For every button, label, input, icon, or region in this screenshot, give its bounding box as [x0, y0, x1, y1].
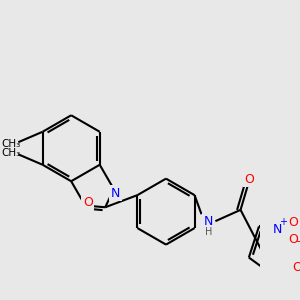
Text: O: O — [244, 173, 254, 186]
Text: CH₃: CH₃ — [2, 139, 21, 149]
Text: H: H — [205, 226, 212, 237]
Text: CH₃: CH₃ — [2, 148, 21, 158]
Text: O: O — [289, 216, 298, 229]
Text: N: N — [272, 223, 282, 236]
Text: N: N — [111, 187, 120, 200]
Text: +: + — [279, 217, 287, 227]
Text: O: O — [83, 196, 93, 209]
Text: −: − — [296, 237, 300, 247]
Text: N: N — [204, 215, 213, 228]
Text: O: O — [292, 261, 300, 274]
Text: O: O — [289, 233, 298, 246]
